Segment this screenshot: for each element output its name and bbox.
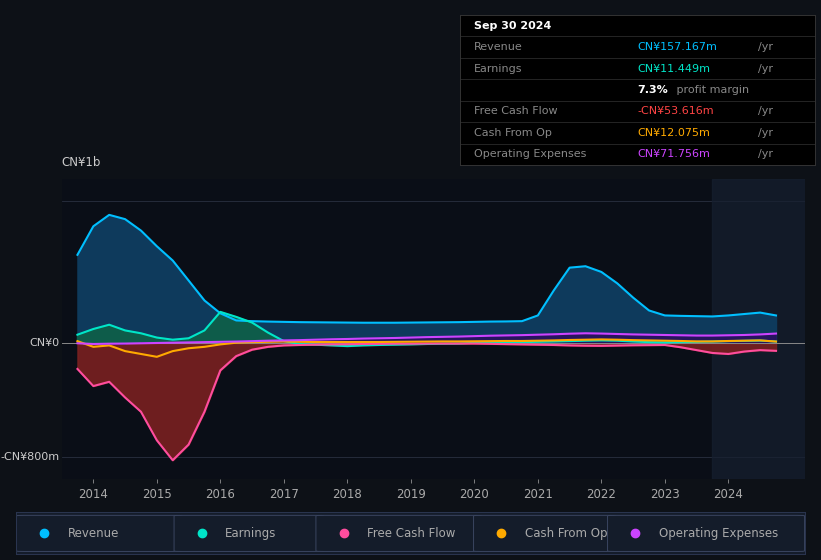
Text: /yr: /yr [759,64,773,73]
Text: Operating Expenses: Operating Expenses [475,150,586,159]
Text: /yr: /yr [759,42,773,52]
Text: Sep 30 2024: Sep 30 2024 [475,21,552,31]
Text: CN¥157.167m: CN¥157.167m [637,42,718,52]
Text: 7.3%: 7.3% [637,85,668,95]
Text: Cash From Op: Cash From Op [525,527,608,540]
Text: CN¥12.075m: CN¥12.075m [637,128,710,138]
Text: Operating Expenses: Operating Expenses [658,527,778,540]
Text: /yr: /yr [759,150,773,159]
Text: Revenue: Revenue [67,527,119,540]
Text: /yr: /yr [759,128,773,138]
FancyBboxPatch shape [316,515,481,552]
Text: -CN¥800m: -CN¥800m [0,452,59,463]
Text: Free Cash Flow: Free Cash Flow [367,527,456,540]
FancyBboxPatch shape [174,515,323,552]
Text: Free Cash Flow: Free Cash Flow [475,106,557,116]
Text: Earnings: Earnings [475,64,523,73]
Text: Revenue: Revenue [475,42,523,52]
Bar [713,179,811,479]
Text: -CN¥53.616m: -CN¥53.616m [637,106,714,116]
Text: profit margin: profit margin [673,85,749,95]
FancyBboxPatch shape [16,515,182,552]
Text: CN¥71.756m: CN¥71.756m [637,150,710,159]
Text: Earnings: Earnings [225,527,277,540]
FancyBboxPatch shape [608,515,805,552]
FancyBboxPatch shape [474,515,616,552]
Text: /yr: /yr [759,106,773,116]
Text: CN¥1b: CN¥1b [62,156,101,169]
Text: Cash From Op: Cash From Op [475,128,552,138]
Text: CN¥0: CN¥0 [30,338,59,348]
Text: CN¥11.449m: CN¥11.449m [637,64,710,73]
